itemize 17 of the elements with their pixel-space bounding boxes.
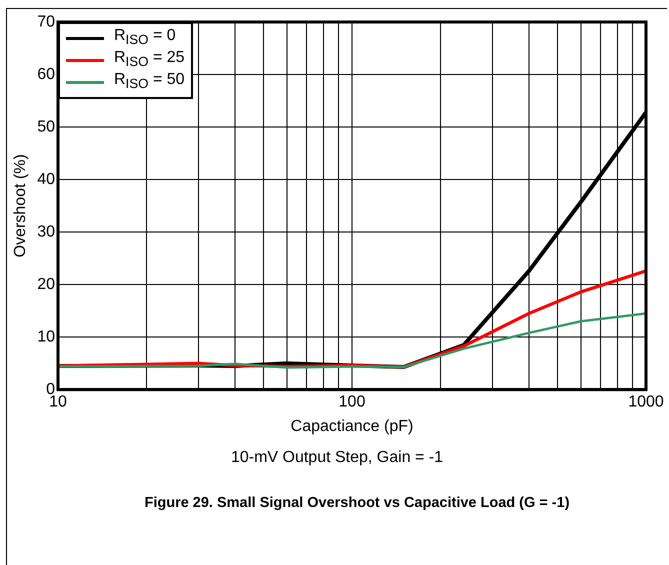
legend-label: R$_{ISO}$ = 25 bbox=[114, 49, 185, 72]
y-tick-label: 50 bbox=[37, 118, 56, 136]
y-tick-label: 40 bbox=[37, 170, 56, 188]
x-tick-label: 10 bbox=[49, 394, 67, 411]
y-tick-label: 30 bbox=[37, 223, 56, 240]
text: Figure 29. Small Signal Overshoot vs Capacitive Load (G = -1) bbox=[143, 494, 571, 513]
legend-label: R$_{ISO}$ = 0 bbox=[114, 27, 176, 50]
y-tick-label: 10 bbox=[37, 328, 56, 346]
x-tick-label: 1000 bbox=[628, 394, 664, 411]
y-axis-title: Overshoot (%) bbox=[12, 154, 30, 258]
text: 10-mV Output Step, Gain = -1 bbox=[230, 449, 444, 467]
x-axis-title: Capactiance (pF) bbox=[290, 418, 414, 435]
legend-label: R$_{ISO}$ = 50 bbox=[114, 71, 185, 94]
y-tick-label: 70 bbox=[37, 13, 56, 30]
x-tick-label: 100 bbox=[338, 394, 366, 411]
y-tick-label: 60 bbox=[37, 66, 56, 83]
y-tick-label: 20 bbox=[37, 276, 56, 293]
